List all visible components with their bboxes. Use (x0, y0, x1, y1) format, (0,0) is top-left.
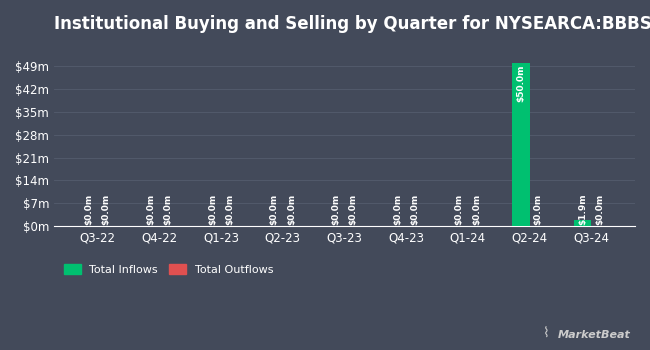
Text: $0.0m: $0.0m (472, 194, 481, 225)
Text: $0.0m: $0.0m (163, 194, 172, 225)
Text: Institutional Buying and Selling by Quarter for NYSEARCA:BBBS: Institutional Buying and Selling by Quar… (54, 15, 650, 33)
Text: $0.0m: $0.0m (84, 194, 94, 225)
Text: $0.0m: $0.0m (270, 194, 279, 225)
Text: $0.0m: $0.0m (534, 194, 543, 225)
Text: $0.0m: $0.0m (393, 194, 402, 225)
Text: $0.0m: $0.0m (225, 194, 234, 225)
Text: $0.0m: $0.0m (208, 194, 217, 225)
Bar (512, 63, 530, 226)
Bar (574, 220, 592, 226)
Text: $0.0m: $0.0m (101, 194, 111, 225)
Text: $1.9m: $1.9m (578, 194, 587, 225)
Text: $50.0m: $50.0m (517, 64, 525, 102)
Legend: Total Inflows, Total Outflows: Total Inflows, Total Outflows (59, 260, 278, 279)
Text: $0.0m: $0.0m (146, 194, 155, 225)
Text: $0.0m: $0.0m (348, 194, 358, 225)
Text: ⌇: ⌇ (543, 326, 549, 340)
Text: $0.0m: $0.0m (332, 194, 341, 225)
Text: MarketBeat: MarketBeat (558, 329, 630, 340)
Text: $0.0m: $0.0m (410, 194, 419, 225)
Text: $0.0m: $0.0m (595, 194, 604, 225)
Text: $0.0m: $0.0m (455, 194, 463, 225)
Text: $0.0m: $0.0m (287, 194, 296, 225)
